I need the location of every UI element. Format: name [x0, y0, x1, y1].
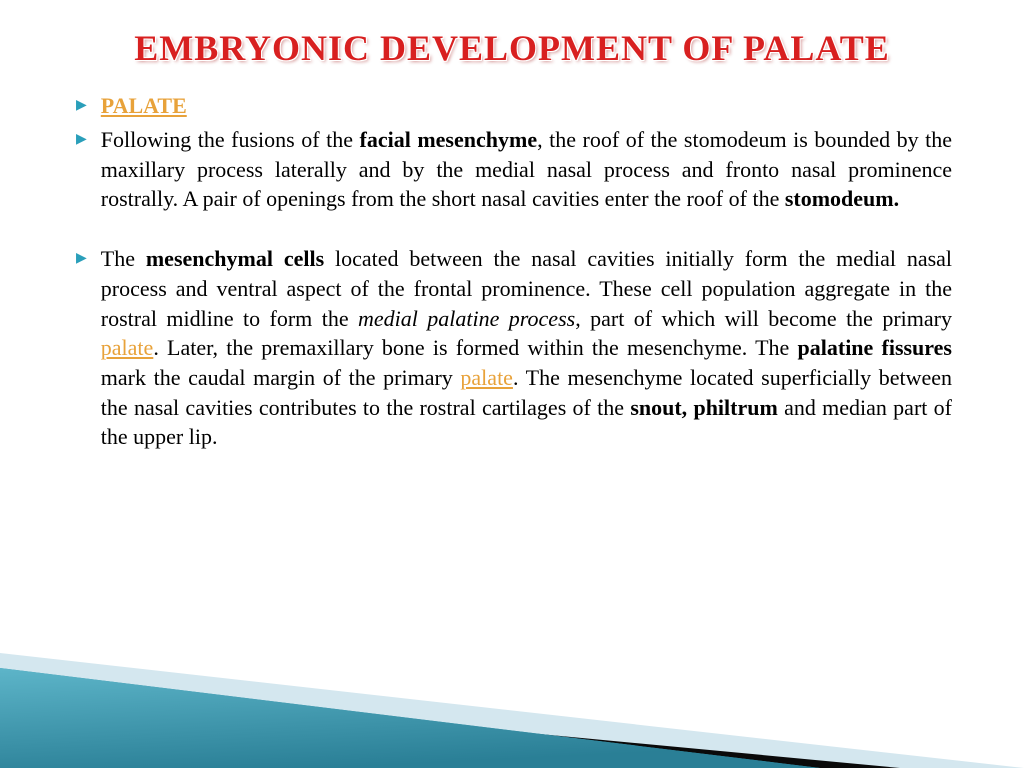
p2-i1: medial palatine process [358, 306, 575, 331]
p1-t1: Following the fusions of the [101, 127, 360, 152]
heading-text: PALATE [101, 91, 187, 121]
bullet-icon: ▶ [76, 250, 87, 267]
bullet-para2-row: ▶ The mesenchymal cells located between … [76, 244, 952, 452]
p2-t4: . Later, the premaxillary bone is formed… [153, 335, 797, 360]
p2-b1: mesenchymal cells [146, 246, 324, 271]
spacer [76, 218, 952, 244]
palate-link-1[interactable]: palate [101, 335, 154, 360]
content-area: ▶ PALATE ▶ Following the fusions of the … [72, 91, 952, 452]
p2-b2: palatine fissures [798, 335, 952, 360]
para1-text: Following the fusions of the facial mese… [101, 125, 952, 214]
para2-text: The mesenchymal cells located between th… [101, 244, 952, 452]
palate-heading-link[interactable]: PALATE [101, 93, 187, 118]
bullet-icon: ▶ [76, 97, 87, 114]
slide-title: EMBRYONIC DEVELOPMENT OF PALATE [72, 28, 952, 69]
p2-b3: snout, philtrum [630, 395, 778, 420]
bullet-icon: ▶ [76, 131, 87, 148]
bullet-para1-row: ▶ Following the fusions of the facial me… [76, 125, 952, 214]
p2-t3: , part of which will become the primary [575, 306, 952, 331]
slide: EMBRYONIC DEVELOPMENT OF PALATE ▶ PALATE… [0, 0, 1024, 768]
p2-t5: mark the caudal margin of the primary [101, 365, 461, 390]
bullet-heading-row: ▶ PALATE [76, 91, 952, 121]
corner-decoration [0, 588, 1024, 768]
p2-t1: The [101, 246, 146, 271]
p1-b2: stomodeum. [785, 186, 899, 211]
p1-b1: facial mesenchyme [360, 127, 538, 152]
palate-link-2[interactable]: palate [460, 365, 513, 390]
